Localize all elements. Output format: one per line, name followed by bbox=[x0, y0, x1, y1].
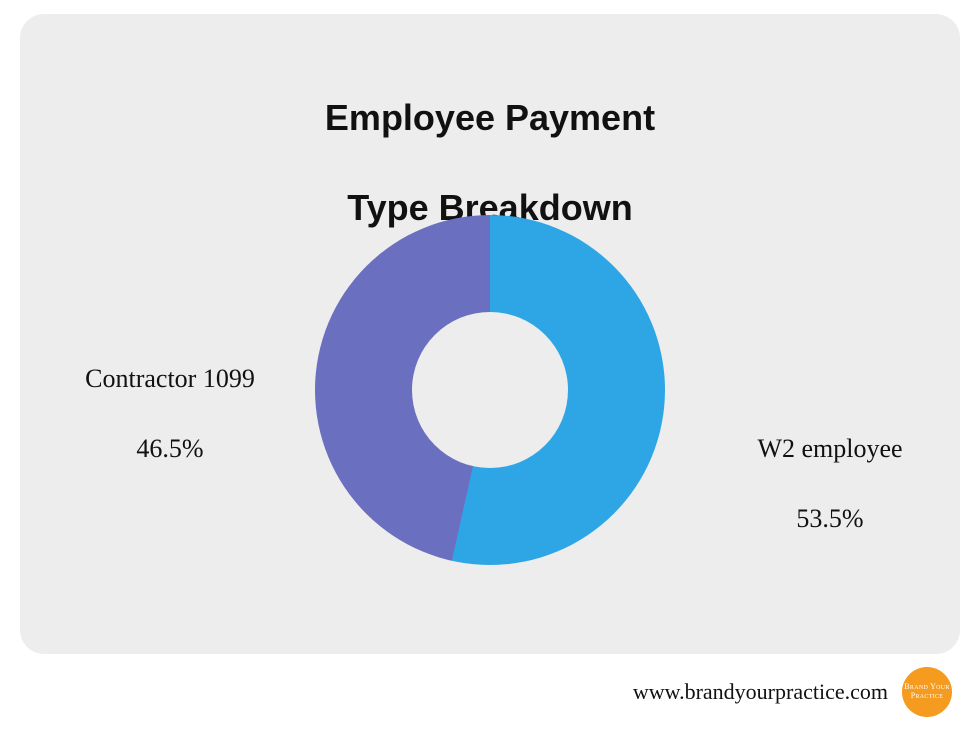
donut-chart bbox=[315, 215, 665, 565]
label-left-pct: 46.5% bbox=[136, 434, 203, 463]
chart-card: Employee Payment Type Breakdown Contract… bbox=[20, 14, 960, 654]
brand-logo: Brand Your Practice bbox=[902, 667, 952, 717]
chart-title-line1: Employee Payment bbox=[325, 97, 655, 138]
brand-logo-text: Brand Your Practice bbox=[904, 683, 950, 701]
label-right-name: W2 employee bbox=[757, 434, 902, 463]
footer-url: www.brandyourpractice.com bbox=[633, 679, 888, 705]
donut-hole bbox=[412, 312, 568, 468]
label-left: Contractor 1099 46.5% bbox=[40, 326, 300, 466]
footer: www.brandyourpractice.com Brand Your Pra… bbox=[633, 667, 952, 717]
label-right: W2 employee 53.5% bbox=[720, 396, 940, 536]
chart-title: Employee Payment Type Breakdown bbox=[20, 50, 960, 230]
label-right-pct: 53.5% bbox=[796, 504, 863, 533]
label-left-name: Contractor 1099 bbox=[85, 364, 255, 393]
